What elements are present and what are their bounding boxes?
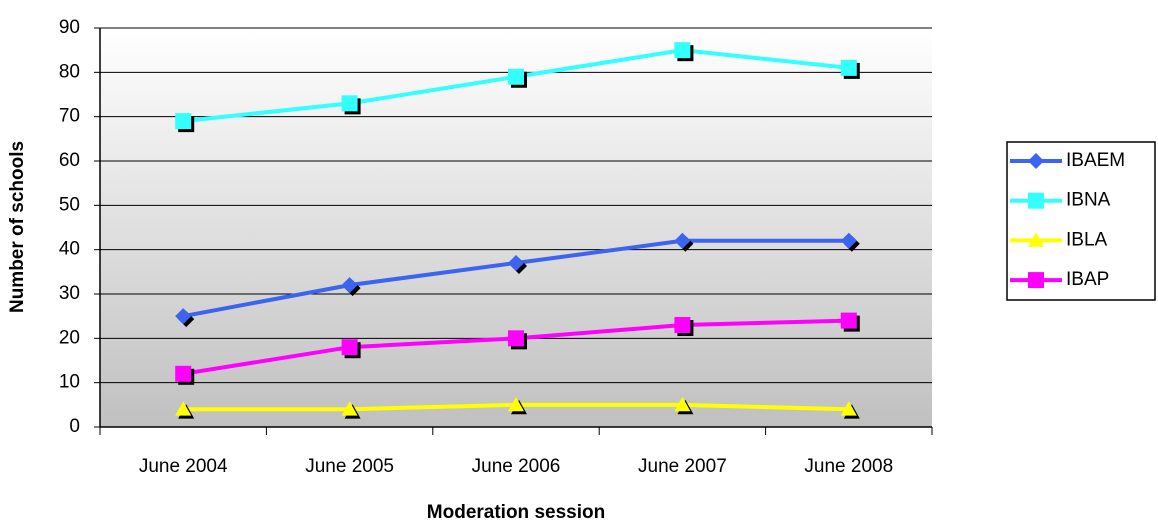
marker bbox=[175, 401, 192, 416]
y-tick-label: 0 bbox=[69, 416, 80, 437]
marker bbox=[840, 312, 857, 329]
y-tick-label: 50 bbox=[59, 194, 80, 215]
y-tick-label: 30 bbox=[59, 283, 80, 304]
y-tick-label: 20 bbox=[59, 327, 80, 348]
x-tick-label: June 2007 bbox=[638, 456, 727, 477]
y-tick-label: 80 bbox=[59, 61, 80, 82]
marker bbox=[508, 254, 524, 271]
legend-label: IBLA bbox=[1066, 229, 1108, 250]
marker bbox=[840, 401, 857, 416]
legend-label: IBAEM bbox=[1066, 150, 1125, 171]
x-axis-title: Moderation session bbox=[427, 502, 605, 523]
marker bbox=[341, 401, 358, 416]
y-tick-label: 70 bbox=[59, 106, 80, 127]
y-tick-label: 90 bbox=[59, 17, 80, 38]
x-tick-label: June 2005 bbox=[305, 456, 394, 477]
y-axis-title: Number of schools bbox=[7, 141, 28, 313]
y-tick-label: 40 bbox=[59, 239, 80, 260]
marker bbox=[840, 59, 857, 76]
marker bbox=[175, 365, 192, 382]
x-tick-label: June 2008 bbox=[804, 456, 893, 477]
legend-marker bbox=[1028, 192, 1044, 209]
marker bbox=[508, 330, 524, 347]
marker bbox=[674, 396, 691, 412]
marker bbox=[508, 396, 524, 412]
x-tick-label: June 2004 bbox=[139, 456, 228, 477]
marker bbox=[674, 232, 691, 249]
marker bbox=[508, 68, 524, 85]
marker bbox=[840, 232, 857, 249]
marker bbox=[175, 308, 192, 325]
legend-marker bbox=[1028, 232, 1044, 247]
legend-label: IBAP bbox=[1066, 269, 1109, 290]
plot-area bbox=[100, 28, 932, 427]
marker bbox=[175, 113, 192, 130]
marker bbox=[674, 42, 691, 59]
marker bbox=[341, 277, 358, 294]
y-tick-label: 10 bbox=[59, 372, 80, 393]
y-tick-label: 60 bbox=[59, 150, 80, 171]
legend-marker bbox=[1028, 272, 1044, 289]
x-tick-label: June 2006 bbox=[472, 456, 561, 477]
marker bbox=[341, 339, 358, 356]
marker bbox=[341, 95, 358, 112]
marker bbox=[674, 317, 691, 334]
legend-marker bbox=[1028, 153, 1044, 169]
legend-label: IBNA bbox=[1066, 190, 1111, 211]
